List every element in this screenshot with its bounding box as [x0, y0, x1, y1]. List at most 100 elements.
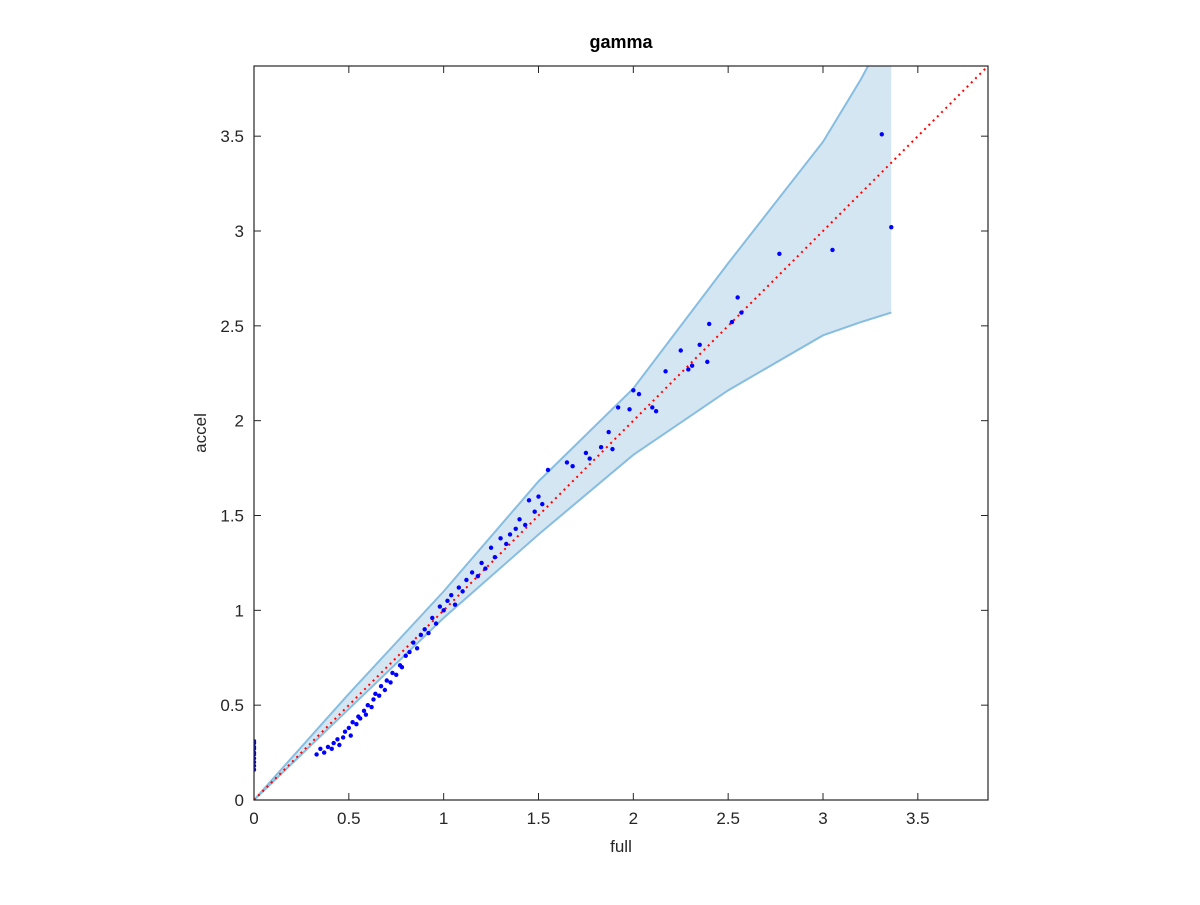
x-tick-label: 1.5 — [527, 809, 551, 828]
data-point — [526, 498, 532, 503]
y-tick-label: 3.5 — [220, 127, 244, 146]
data-point — [889, 225, 894, 230]
data-point — [365, 702, 370, 708]
data-point — [610, 446, 615, 452]
confidence-band — [254, 66, 892, 800]
data-point — [663, 369, 668, 374]
reference-line — [254, 66, 988, 800]
data-point — [378, 684, 384, 689]
chart-title: gamma — [589, 32, 653, 52]
x-tick-label: 0.5 — [337, 809, 361, 828]
y-tick-label: 0 — [235, 791, 244, 810]
data-point — [523, 522, 528, 528]
data-point — [321, 750, 327, 755]
data-point — [407, 649, 412, 655]
data-point — [729, 319, 735, 325]
y-tick-label: 3 — [235, 222, 244, 241]
data-point — [452, 602, 458, 607]
data-point — [636, 391, 642, 397]
data-point — [469, 570, 475, 575]
data-point — [414, 646, 420, 651]
data-point — [337, 742, 342, 748]
data-point — [513, 526, 518, 531]
data-point — [488, 545, 494, 550]
data-point — [615, 405, 621, 410]
data-point — [318, 746, 323, 751]
data-point — [384, 678, 389, 683]
data-point — [697, 342, 702, 348]
y-tick-label: 2.5 — [220, 317, 244, 336]
data-point — [449, 592, 454, 598]
data-point — [422, 627, 427, 632]
data-point — [437, 604, 443, 609]
data-point — [373, 691, 378, 696]
data-point — [460, 589, 465, 594]
data-point — [350, 720, 355, 725]
data-point — [382, 687, 388, 693]
data-point — [830, 247, 835, 253]
data-point — [631, 388, 636, 393]
data-point — [706, 321, 712, 327]
data-point — [735, 295, 740, 300]
data-point — [583, 450, 589, 456]
data-point — [540, 501, 545, 507]
data-point — [456, 585, 462, 590]
data-point — [325, 744, 331, 750]
data-point — [627, 407, 632, 412]
data-point — [340, 735, 346, 740]
data-point — [342, 729, 348, 734]
data-point — [650, 405, 655, 410]
y-tick-label: 0.5 — [220, 696, 244, 715]
data-point — [411, 640, 416, 645]
data-point — [441, 608, 446, 613]
x-tick-label: 3 — [818, 809, 827, 828]
data-point — [399, 665, 405, 670]
axes-layer: 0 0.5 1 1.5 2 2.5 3 3.5 0 0.5 1 1.5 2 2.5 3 3.5 — [220, 65, 989, 828]
data-point — [430, 615, 435, 621]
data-point — [598, 445, 604, 450]
data-point — [570, 463, 575, 469]
y-tick-label: 2 — [235, 412, 244, 431]
data-point — [348, 733, 353, 738]
data-point — [394, 672, 399, 678]
x-axis-label: full — [610, 837, 632, 856]
data-point — [777, 251, 782, 256]
x-tick-label: 0 — [249, 809, 258, 828]
data-point — [329, 746, 334, 751]
x-tick-label: 3.5 — [906, 809, 930, 828]
x-tick-label: 2 — [629, 809, 638, 828]
x-tick-label: 2.5 — [716, 809, 740, 828]
y-tick-label: 1.5 — [220, 507, 244, 526]
data-point — [483, 566, 488, 571]
y-tick-label: 1 — [235, 601, 244, 620]
axes-box — [253, 65, 989, 801]
data-point — [403, 653, 408, 659]
data-point — [653, 408, 659, 414]
data-point — [363, 712, 369, 717]
data-point — [479, 560, 484, 566]
data-point — [532, 509, 537, 514]
data-point — [678, 348, 683, 353]
data-point — [507, 532, 513, 537]
data-point — [606, 429, 611, 435]
data-point — [314, 752, 319, 757]
data-point — [739, 310, 744, 315]
data-point — [689, 363, 695, 368]
data-point — [492, 555, 498, 560]
data-point — [686, 367, 691, 372]
plot-layer — [254, 66, 988, 800]
data-point — [498, 536, 503, 541]
data-point — [335, 737, 340, 742]
data-point — [536, 494, 541, 499]
data-point — [369, 704, 374, 710]
data-point — [504, 541, 509, 547]
y-axis-label: accel — [191, 413, 210, 453]
data-point — [433, 621, 439, 626]
band-lower-edge — [254, 311, 892, 800]
data-point — [376, 693, 382, 698]
data-point — [371, 697, 376, 702]
data-point — [418, 632, 424, 638]
data-point — [354, 721, 359, 727]
